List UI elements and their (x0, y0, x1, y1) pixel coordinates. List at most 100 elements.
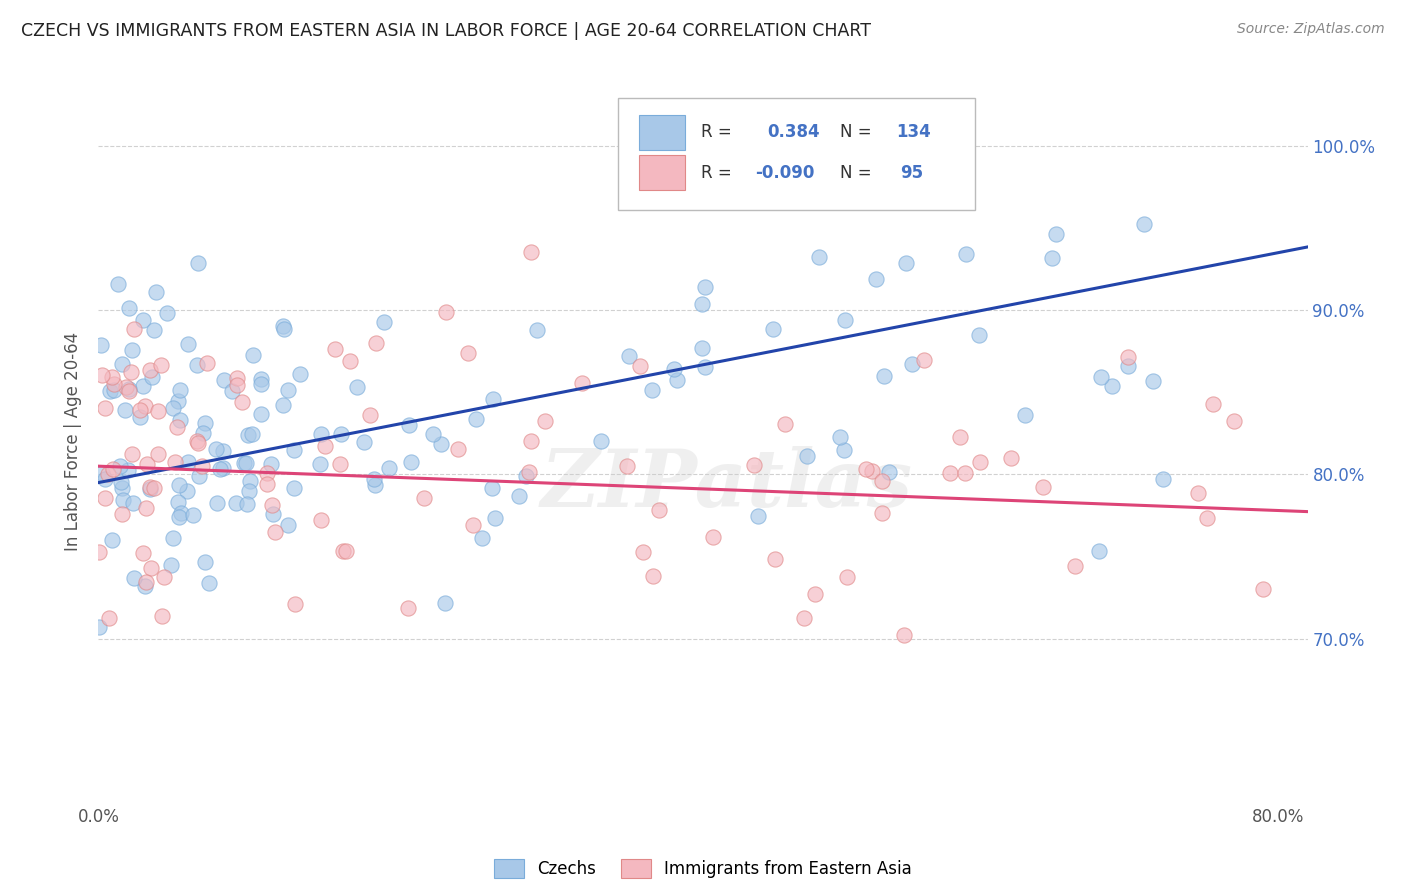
Text: N =: N = (839, 123, 872, 141)
Point (1251, 582, 1274, 597)
Point (191, 425, 214, 440)
Point (103, 376, 125, 391)
Point (170, 507, 193, 521)
Point (146, 404, 169, 418)
Point (837, 570, 859, 584)
Point (690, 342, 713, 356)
Point (434, 304, 457, 318)
Point (169, 384, 191, 398)
Point (1201, 397, 1223, 411)
Point (463, 518, 485, 533)
Point (118, 382, 141, 396)
Point (186, 256, 208, 270)
Point (273, 322, 295, 336)
Point (277, 383, 299, 397)
Point (138, 482, 160, 496)
Point (139, 561, 162, 575)
Point (143, 323, 166, 337)
Point (519, 434, 541, 449)
Point (329, 457, 352, 471)
Point (231, 395, 253, 409)
Text: N =: N = (839, 164, 872, 182)
Point (484, 511, 506, 525)
Point (148, 447, 170, 461)
Point (896, 256, 918, 270)
Point (517, 465, 540, 479)
Point (111, 482, 134, 496)
Point (260, 498, 283, 512)
Bar (638, 155, 685, 190)
Point (1032, 480, 1054, 494)
Point (135, 574, 157, 589)
Point (1152, 472, 1174, 486)
Point (256, 466, 278, 480)
Point (93, 473, 115, 487)
Point (412, 491, 434, 506)
Point (690, 297, 713, 311)
Point (271, 319, 294, 334)
Point (145, 285, 167, 299)
Point (114, 403, 136, 417)
Point (1133, 217, 1156, 231)
Point (160, 558, 183, 572)
Point (121, 343, 143, 358)
Point (422, 426, 444, 441)
Point (198, 575, 221, 590)
Point (378, 461, 401, 475)
Point (508, 489, 530, 503)
Point (98, 384, 121, 399)
Point (260, 457, 283, 471)
Point (641, 383, 664, 397)
Point (865, 271, 887, 285)
Point (188, 468, 211, 483)
Point (534, 414, 557, 428)
Point (796, 450, 818, 464)
Point (666, 373, 689, 387)
Point (132, 546, 155, 560)
Point (122, 321, 145, 335)
Point (177, 336, 200, 351)
Point (288, 367, 311, 381)
Point (969, 454, 991, 468)
Point (166, 495, 188, 509)
Point (177, 455, 200, 469)
Point (205, 496, 228, 510)
Point (872, 506, 894, 520)
Point (471, 531, 494, 545)
Text: R =: R = (700, 123, 731, 141)
Point (277, 517, 299, 532)
Point (834, 313, 856, 327)
Point (153, 570, 176, 584)
Point (873, 368, 896, 383)
Point (143, 481, 166, 495)
Point (110, 357, 132, 371)
Point (225, 371, 247, 385)
Point (135, 500, 157, 515)
Point (308, 458, 330, 472)
Bar (638, 115, 685, 150)
Point (235, 456, 257, 470)
Point (804, 587, 827, 601)
Point (830, 429, 852, 443)
Point (332, 544, 354, 558)
Point (398, 600, 420, 615)
Text: -0.090: -0.090 (755, 164, 814, 182)
Point (631, 544, 654, 558)
Point (447, 442, 470, 456)
Point (526, 323, 548, 337)
Point (238, 483, 260, 498)
Point (134, 579, 156, 593)
Point (309, 513, 332, 527)
Point (195, 356, 218, 370)
Point (120, 365, 142, 379)
Point (97, 611, 120, 625)
Point (250, 372, 273, 386)
Point (212, 460, 235, 475)
Point (1090, 370, 1112, 384)
Point (121, 447, 143, 461)
Point (176, 484, 198, 499)
Point (91, 368, 114, 382)
Text: 0.384: 0.384 (768, 123, 820, 141)
Point (121, 496, 143, 510)
Point (323, 342, 346, 356)
